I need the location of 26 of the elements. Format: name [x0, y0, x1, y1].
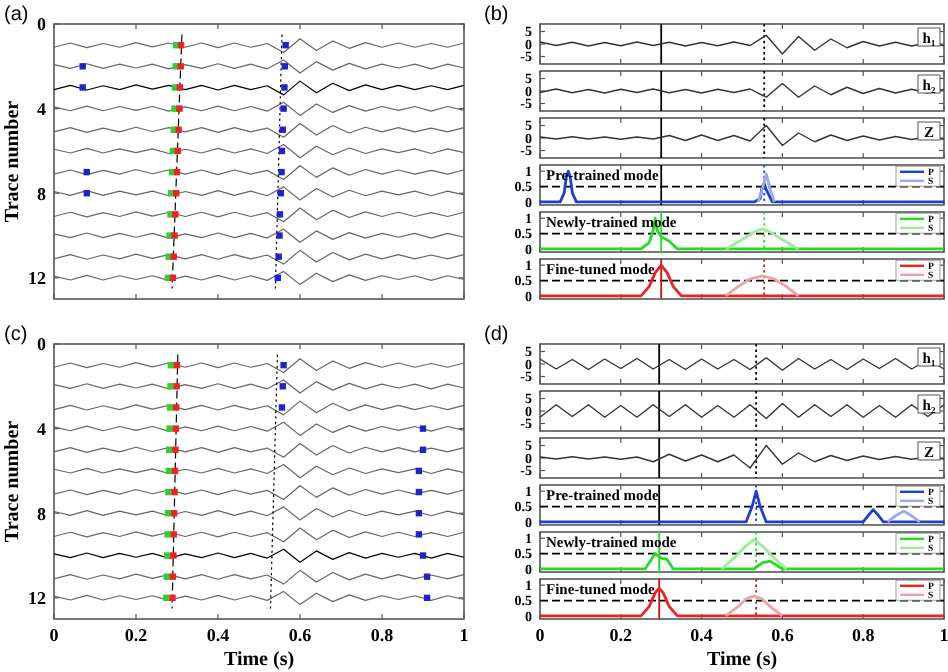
- x-tick-label: 0.4: [206, 625, 231, 645]
- y-tick-label: 0: [37, 14, 47, 35]
- y-tick-label: 4: [37, 418, 47, 439]
- y-axis-title: Trace number: [2, 419, 24, 543]
- y-axis-title: Trace number: [2, 99, 24, 223]
- x-tick-label: 0.4: [690, 625, 714, 645]
- x-tick-label: 0.2: [609, 625, 634, 645]
- x-tick-label: 0.8: [851, 625, 876, 645]
- y-tick-label: 8: [37, 503, 47, 524]
- y-tick-label: 12: [28, 588, 47, 609]
- chart-title: (c): [4, 324, 28, 346]
- x-tick-label: 1: [939, 625, 948, 645]
- chart-title: (d): [484, 324, 509, 346]
- y-tick-label: 8: [37, 183, 47, 204]
- x-axis-title: Time (s): [223, 649, 295, 671]
- x-tick-label: 0.6: [771, 625, 795, 645]
- x-tick-label: 0.6: [288, 625, 313, 645]
- x-tick-label: 0.8: [370, 625, 395, 645]
- chart-title: (b): [484, 4, 509, 26]
- chart-title: (a): [4, 4, 29, 26]
- y-tick-label: 12: [28, 268, 47, 289]
- x-tick-label: 1: [459, 625, 470, 645]
- y-tick-label: 4: [37, 98, 47, 119]
- x-axis-title: Time (s): [706, 649, 778, 671]
- y-tick-label: 0: [37, 334, 47, 355]
- x-tick-label: 0.2: [124, 625, 149, 645]
